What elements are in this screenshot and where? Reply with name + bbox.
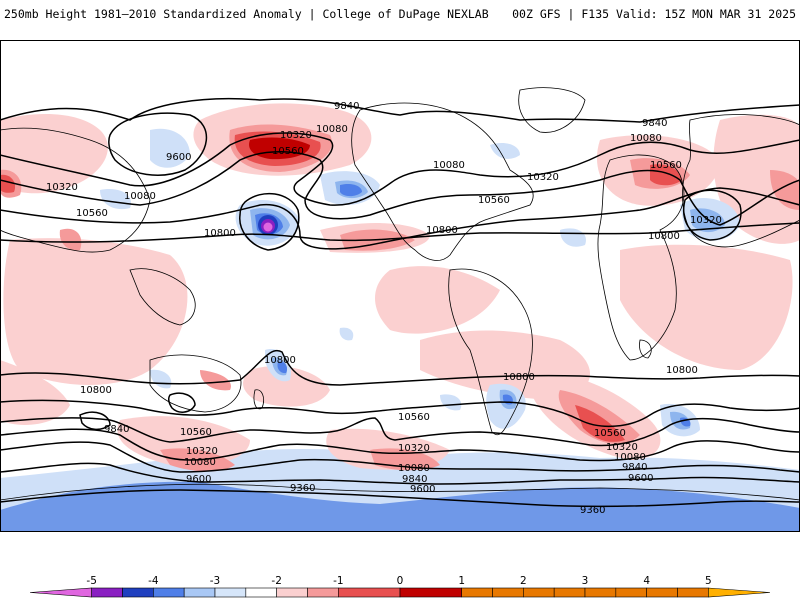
colorbar-tick-label: 1 [458,575,465,587]
contour-label: 10800 [426,225,458,236]
contour-label: 9840 [642,118,667,129]
contour-label: 10080 [630,133,662,144]
colorbar-tick-label: -3 [210,575,220,587]
contour-label: 10800 [666,365,698,376]
contour-label: 10320 [398,443,430,454]
contour-label: 10080 [433,160,465,171]
colorbar-cell [153,587,185,598]
contour-label: 10560 [272,146,304,157]
colorbar-cell [553,587,586,598]
colorbar-cell [708,587,771,598]
contour-label: 9840 [334,101,359,112]
anomaly-shading-antarctic-deep [0,481,800,532]
contour-label: 10560 [398,412,430,423]
contour-label: 10080 [316,124,348,135]
contour-label: 10800 [204,228,236,239]
colorbar-cell [122,587,154,598]
colorbar-cell [91,587,123,598]
contour-label: 9840 [402,474,427,485]
colorbar-cell [276,587,308,598]
contour-label: 9360 [580,505,605,516]
contour-label: 10800 [264,355,296,366]
colorbar-cell [492,587,524,598]
colorbar-tick-label: -4 [148,575,159,587]
height-contours [0,97,800,508]
contour-label: 10080 [614,452,646,463]
contour-label: 10560 [650,160,682,171]
contour-label: 10320 [690,215,722,226]
colorbar-cell [29,587,92,598]
contour-label: 10560 [478,195,510,206]
anomaly-colorbar: -5 -4 -3 -2 -1 0 1 2 3 4 5 [0,570,800,600]
colorbar-tick-label: -1 [333,575,343,587]
colorbar-cell [584,587,617,598]
map-title: 250mb Height 1981–2010 Standardized Anom… [4,7,489,21]
colorbar-cell [399,587,462,598]
model-run-info: 00Z GFS | F135 Valid: 15Z MON MAR 31 202… [512,7,796,21]
contour-label: 10080 [398,463,430,474]
colorbar-cell [183,587,216,598]
anomaly-map: 9840 9600 10320 10080 10560 10800 10320 … [0,40,800,532]
contour-label: 10320 [280,130,312,141]
colorbar-tick-label: 3 [582,575,589,587]
contour-label: 10560 [76,208,108,219]
colorbar-cell [615,587,647,598]
colorbar-cell [677,587,709,598]
contour-label: 10320 [527,172,559,183]
colorbar-cell [245,587,277,598]
contour-label: 10560 [180,427,212,438]
contour-label: 10800 [503,372,535,383]
colorbar-tick-label: -5 [86,575,96,587]
colorbar-cell [338,587,401,598]
contour-label: 9840 [622,462,647,473]
colorbar-cells [29,587,771,598]
contour-label: 10320 [46,182,78,193]
colorbar-cell [523,587,555,598]
contour-label: 9840 [104,424,129,435]
contour-label: 10080 [184,457,216,468]
contour-label-group: 9840 9600 10320 10080 10560 10800 10320 … [46,101,722,516]
contour-label: 9600 [186,474,211,485]
contour-label: 10800 [80,385,112,396]
colorbar-tick-label: 4 [643,575,650,587]
colorbar-cell [646,587,678,598]
colorbar-cell [307,587,339,598]
colorbar-tick-labels: -5 -4 -3 -2 -1 0 1 2 3 4 5 [86,575,711,587]
contour-label: 10320 [186,446,218,457]
contour-label: 9600 [628,473,653,484]
colorbar-tick-label: 0 [397,575,404,587]
negative-anomaly-core [258,215,278,235]
contour-label: 10320 [606,442,638,453]
colorbar-tick-label: 5 [705,575,712,587]
contour-label: 9360 [290,483,315,494]
map-header: 250mb Height 1981–2010 Standardized Anom… [0,0,800,28]
colorbar-cell [214,587,247,598]
positive-anomaly-shading-very-strong [249,137,310,160]
contour-label: 10080 [124,191,156,202]
contour-label: 10800 [648,231,680,242]
contour-label: 9600 [166,152,191,163]
contour-label: 9600 [410,484,435,495]
contour-label: 10560 [594,428,626,439]
colorbar-tick-label: 2 [520,575,527,587]
colorbar-tick-label: -2 [271,575,281,587]
colorbar-cell [461,587,493,598]
